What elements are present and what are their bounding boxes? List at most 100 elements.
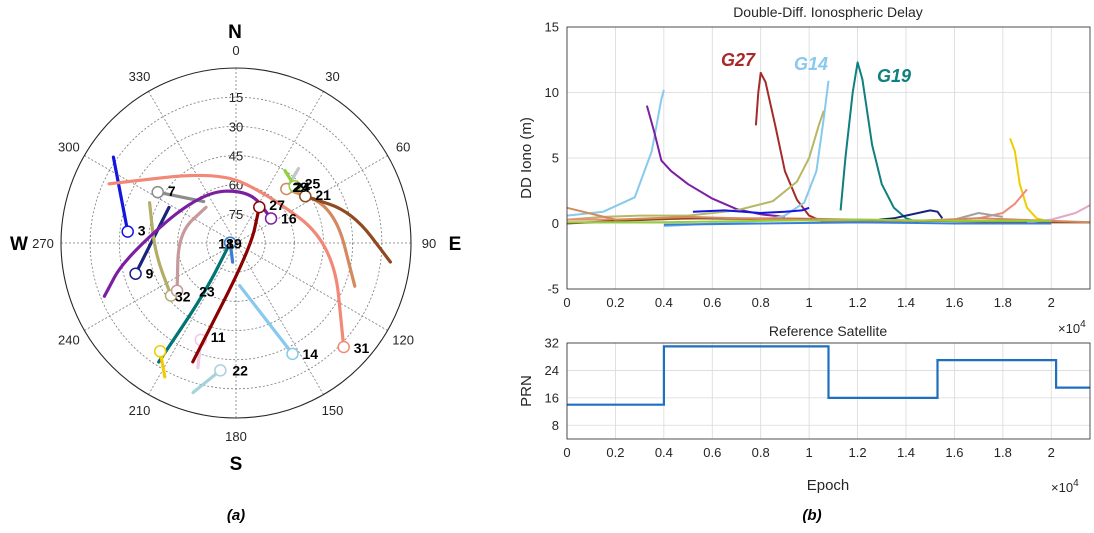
satellite-marker-26 [153,345,167,358]
satellite-marker-25 [288,180,301,193]
reference-xlabel: Epoch [807,477,850,494]
annotation-g14: G14 [794,54,828,74]
reference-exponent: ×104 [1051,478,1079,495]
satellite-track-23 [175,205,208,293]
y-tick-label: 16 [545,390,559,405]
x-tick-label: 0.6 [703,445,721,460]
azimuth-tick-label: 210 [129,403,151,418]
x-tick-label: 1.4 [897,295,915,310]
dd-iono-series-0 [566,89,665,217]
satellite-marker-18 [223,236,237,249]
x-tick-label: 0 [563,295,570,310]
polar-outer-ring [60,67,412,419]
reference-ylabel: PRN [518,375,535,407]
satellite-marker-7 [151,185,164,199]
dd-iono-title: Double-Diff. Ionospheric Delay [733,4,923,20]
x-tick-label: 1.4 [897,445,915,460]
satellite-label-27: 27 [269,197,285,213]
x-tick-label: 0.2 [606,295,624,310]
x-tick-label: 1.2 [849,295,867,310]
satellite-track-27 [191,205,261,364]
satellite-marker-9 [129,267,142,280]
y-tick-label: -5 [547,282,559,297]
y-tick-label: 5 [552,151,559,166]
elevation-tick-label: 30 [229,119,243,134]
cardinal-west: W [10,234,28,255]
satellite-label-19: 19 [226,236,242,252]
polar-ring [118,125,354,361]
x-tick-label: 0.6 [703,295,721,310]
y-tick-label: 15 [545,20,559,35]
satellite-label-21: 21 [315,187,331,203]
dd-iono-ylabel: DD Iono (m) [518,117,535,199]
azimuth-tick-label: 60 [396,140,410,155]
elevation-tick-label: 75 [229,207,243,222]
azimuth-tick-label: 0 [232,43,239,58]
x-tick-label: 1.8 [994,295,1012,310]
azimuth-tick-label: 90 [422,236,436,251]
azimuth-tick-label: 270 [32,236,54,251]
dd-iono-series-7 [879,209,944,221]
x-tick-label: 1.8 [994,445,1012,460]
cardinal-north: N [228,22,242,43]
x-tick-label: 0.4 [655,295,673,310]
satellite-label-3: 3 [138,223,146,239]
skyplot-grid: 0306090120150180210240270300330153045607… [32,43,436,444]
y-tick-label: 24 [545,363,559,378]
satellite-marker-23 [170,284,184,297]
satellite-track-19 [157,241,232,364]
dd-iono-series-5 [839,61,919,224]
y-tick-label: 0 [552,216,559,231]
satellite-label-29: 29 [292,179,308,195]
satellite-marker-31 [337,340,350,354]
x-tick-label: 0.8 [752,295,770,310]
dd-iono-series-4 [566,110,825,221]
reference-series [567,345,1090,406]
azimuth-tick-label: 180 [225,429,247,444]
satellite-marker-22 [214,364,227,377]
reference-prn-step [567,345,1090,406]
azimuth-tick-label: 330 [129,69,151,84]
x-tick-label: 0.8 [752,445,770,460]
caption-a: (a) [227,507,245,524]
satellite-track-14 [238,284,295,356]
skyplot: 0306090120150180210240270300330153045607… [10,22,461,524]
dd-iono-ticks: 0 0.2 0.4 0.6 0.8 1 1.2 1.4 1.6 1.8 2 -5 0 5 10 15 [545,20,1055,311]
satellite-track-21 [303,194,392,264]
satellite-label-16: 16 [281,210,297,226]
x-tick-label: 1.6 [945,295,963,310]
satellite-label-32: 32 [175,289,191,305]
satellite-marker-14 [286,347,299,361]
dd-iono-series [566,61,1091,228]
azimuth-tick-label: 240 [58,333,80,348]
satellite-label-25: 25 [305,175,321,191]
satellite-label-23: 23 [199,284,215,300]
dd-iono-series-14 [567,218,1052,224]
dd-iono-series-6 [692,206,810,214]
reference-satellite-chart: Reference Satellite 0 0.2 0.4 0.6 0.8 1 1.2 1.4… [518,323,1091,495]
satellite-marker-21 [299,189,312,203]
satellite-marker-27 [253,200,266,214]
x-tick-label: 1.6 [945,445,963,460]
satellite-marker-3 [121,225,134,238]
satellite-label-11: 11 [211,329,226,345]
satellite-label-31: 31 [354,340,370,356]
satellite-label-9: 9 [146,266,154,282]
dd-iono-exponent: ×104 [1058,319,1086,336]
satellite-track-32 [148,201,173,298]
satellite-track-3 [111,155,130,234]
skyplot-tracks [102,155,392,395]
dd-iono-series-12 [954,212,1003,221]
dd-iono-frame [566,26,1091,290]
satellite-marker-16 [264,212,278,225]
satellite-label-18: 18 [218,236,234,252]
x-tick-label: 1 [806,295,813,310]
satellite-label-7: 7 [168,183,176,199]
satellite-track-16 [102,189,273,298]
y-tick-label: 10 [545,85,559,100]
dd-iono-series-15 [663,221,1052,226]
annotation-g27: G27 [721,50,756,70]
x-tick-label: 2 [1048,445,1055,460]
caption-b: (b) [802,507,821,524]
